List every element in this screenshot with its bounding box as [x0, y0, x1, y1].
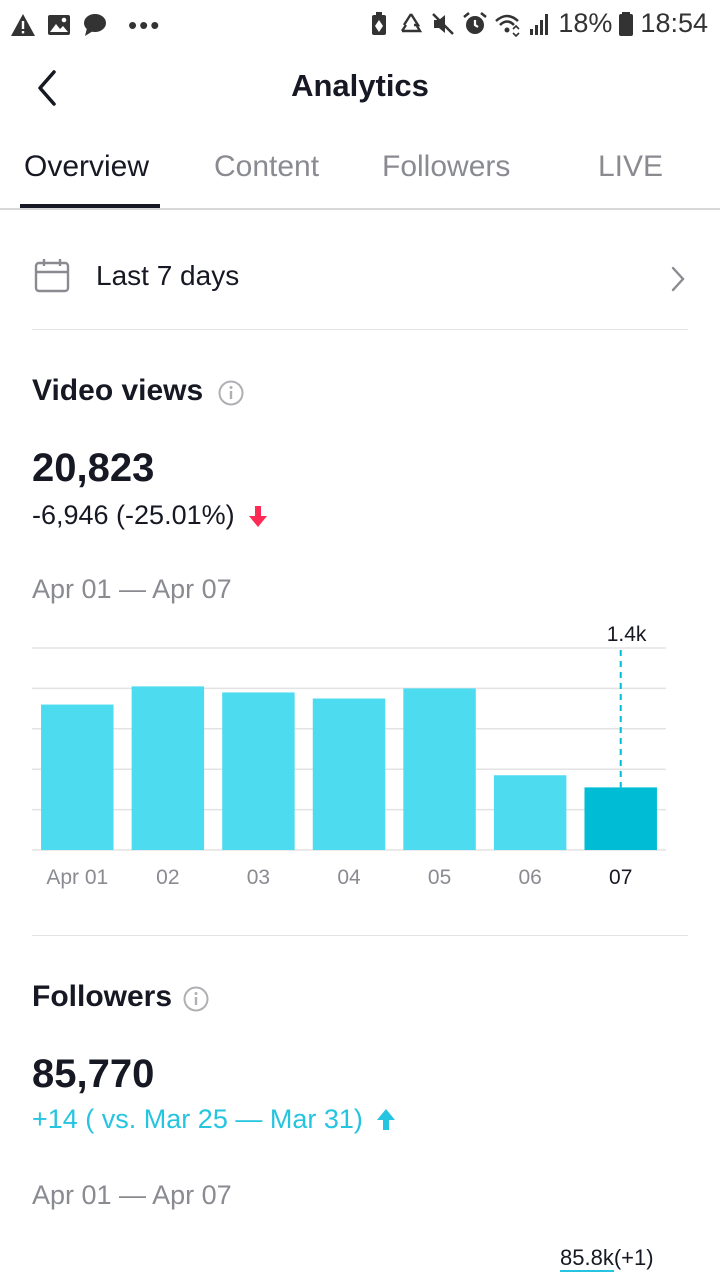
chart-bar [41, 704, 114, 850]
battery-saver-icon [372, 11, 387, 35]
chart-x-tick-label: 02 [156, 866, 179, 889]
back-button[interactable] [28, 66, 68, 110]
followers-delta: +14 ( vs. Mar 25 — Mar 31) [32, 1104, 396, 1135]
video-views-total: 20,823 [32, 446, 155, 490]
chart-x-tick-label: 05 [428, 866, 451, 889]
tab-live[interactable]: LIVE [598, 150, 664, 183]
followers-chart-tooltip: 85.8k(+1) [560, 1245, 654, 1272]
chart-bar [403, 688, 476, 850]
video-views-delta-text: -6,946 (-25.01%) [32, 500, 235, 530]
chevron-left-icon [38, 70, 56, 106]
date-range-label: Last 7 days [96, 260, 240, 291]
info-icon[interactable] [217, 379, 245, 407]
image-icon [48, 15, 70, 35]
active-tab-indicator [20, 204, 160, 208]
calendar-icon [34, 259, 70, 293]
followers-title: Followers [32, 980, 173, 1013]
chat-bubble-icon [84, 14, 106, 36]
app-header: Analytics [0, 52, 720, 126]
mute-icon [432, 12, 455, 35]
date-range-selector[interactable]: Last 7 days [32, 240, 688, 330]
more-notifications-indicator: ••• [128, 10, 162, 40]
section-divider [32, 935, 688, 936]
arrow-up-icon [377, 1109, 396, 1130]
tab-content[interactable]: Content [214, 150, 320, 183]
followers-total: 85,770 [32, 1052, 155, 1096]
alarm-icon [463, 11, 488, 34]
recycle-icon [401, 12, 423, 32]
bar-chart-svg: Apr 01 02 03 04 05 06 07 1.4k [32, 623, 666, 889]
chart-x-tick-label: 03 [247, 866, 270, 889]
video-views-title: Video views [32, 374, 204, 407]
warning-icon [11, 14, 35, 36]
chart-highlight-label: 1.4k [607, 623, 647, 646]
clock-time: 18:54 [640, 8, 708, 38]
chart-x-tick-label: 06 [518, 866, 541, 889]
chart-x-tick-label: 07 [609, 866, 632, 889]
followers-tooltip-value: 85.8k [560, 1245, 614, 1272]
chart-bar [131, 686, 205, 850]
chart-bar [312, 698, 386, 850]
status-bar-left: ••• [10, 12, 161, 38]
status-bar: ••• 18% [0, 0, 720, 52]
info-icon[interactable] [182, 985, 210, 1013]
battery-percent: 18% [558, 8, 613, 38]
chart-x-tick-label: Apr 01 [46, 866, 108, 889]
followers-tooltip-delta: (+1) [613, 1245, 654, 1270]
video-views-chart: Apr 01 02 03 04 05 06 07 1.4k [32, 620, 672, 900]
page-title: Analytics [291, 68, 429, 103]
battery-icon [619, 11, 634, 36]
signal-icon [530, 13, 549, 35]
followers-date-range: Apr 01 — Apr 07 [32, 1180, 232, 1210]
arrow-down-icon [249, 506, 268, 527]
chevron-right-icon [671, 266, 685, 292]
chart-bar [222, 692, 295, 850]
chart-x-tick-label: 04 [337, 866, 361, 889]
tab-bar: Overview Content Followers LIVE [0, 140, 720, 210]
video-views-delta: -6,946 (-25.01%) [32, 500, 268, 531]
chart-bar [584, 787, 657, 850]
wifi-icon [495, 14, 520, 37]
video-views-date-range: Apr 01 — Apr 07 [32, 574, 232, 604]
status-bar-right: 18% 18:54 [366, 8, 708, 39]
chart-bar [493, 775, 567, 850]
tab-overview[interactable]: Overview [24, 150, 150, 183]
tab-followers[interactable]: Followers [382, 150, 511, 183]
followers-delta-text: +14 ( vs. Mar 25 — Mar 31) [32, 1104, 363, 1134]
